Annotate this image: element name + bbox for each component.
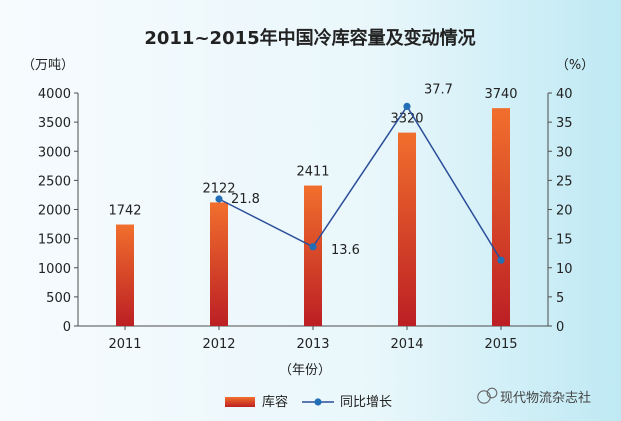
y-axis-left-tick-4000: 4000 (38, 87, 71, 102)
line-series (218, 105, 502, 261)
y-axis-right-tick-35: 35 (556, 116, 573, 131)
legend-bar-label: 库容 (262, 394, 288, 410)
y-axis-left-tick-500: 500 (46, 291, 71, 306)
y-axis-right-tick-10: 10 (556, 262, 573, 277)
x-axis-tick-2011: 2011 (108, 337, 141, 352)
legend: 库容 同比增长 (225, 394, 392, 410)
legend-line-point (314, 398, 322, 406)
x-axis-tick-2012: 2012 (202, 337, 235, 352)
y-axis-left-tick-1000: 1000 (38, 262, 71, 277)
watermark-text: 现代物流杂志社 (500, 390, 591, 406)
legend-line-label: 同比增长 (340, 395, 392, 410)
bar-2015 (492, 108, 510, 327)
line-value-label-2012: 21.8 (231, 192, 260, 207)
x-axis-tick-2014: 2014 (390, 337, 423, 352)
y-axis-right-tick-15: 15 (556, 233, 573, 248)
y-axis-left-tick-0: 0 (63, 320, 71, 335)
wechat-icon-bubble-small (486, 387, 498, 399)
line-point-2013 (309, 243, 317, 251)
bar-value-label-2014: 3320 (390, 112, 423, 127)
line-value-label-2013: 13.6 (331, 243, 360, 258)
y-axis-right-label: （%） (556, 58, 594, 73)
bar-2012 (210, 202, 228, 326)
line-value-label-2014: 37.7 (424, 82, 453, 97)
x-axis-tick-2015: 2015 (484, 337, 517, 352)
watermark: 现代物流杂志社 (477, 387, 591, 406)
bar-value-label-2011: 1742 (108, 204, 141, 219)
line-point-2014 (403, 102, 411, 110)
line-point-2012 (215, 195, 223, 203)
bar-value-label-2015: 3740 (484, 87, 517, 102)
x-axis-tick-2013: 2013 (296, 337, 329, 352)
y-axis-right-tick-20: 20 (556, 204, 573, 219)
x-axis-label: （年份） (279, 363, 331, 378)
y-axis-left-tick-2500: 2500 (38, 174, 71, 189)
line-point-2015 (497, 256, 505, 264)
y-axis-right-tick-30: 30 (556, 145, 573, 160)
y-axis-right-tick-0: 0 (556, 320, 564, 335)
legend-bar-swatch (225, 397, 255, 407)
y-axis-left-tick-1500: 1500 (38, 233, 71, 248)
y-axis-left-tick-2000: 2000 (38, 204, 71, 219)
bar-value-label-2012: 2122 (202, 181, 235, 196)
y-axis-left-label: （万吨） (22, 58, 74, 73)
bar-2014 (398, 132, 416, 326)
bar-2011 (116, 224, 134, 326)
chart-title: 2011~2015年中国冷库容量及变动情况 (144, 27, 475, 49)
y-axis-right-tick-5: 5 (556, 291, 564, 306)
y-axis-left-tick-3500: 3500 (38, 116, 71, 131)
y-axis-left-tick-3000: 3000 (38, 145, 71, 160)
y-axis-right-tick-25: 25 (556, 174, 573, 189)
y-axis-right-tick-40: 40 (556, 87, 573, 102)
bar-2013 (304, 185, 322, 326)
bar-value-label-2013: 2411 (296, 165, 329, 180)
plot-layer: 0 500 1000 1500 2000 2500 3000 3500 4000 0 5 10 15 20… (38, 82, 573, 352)
